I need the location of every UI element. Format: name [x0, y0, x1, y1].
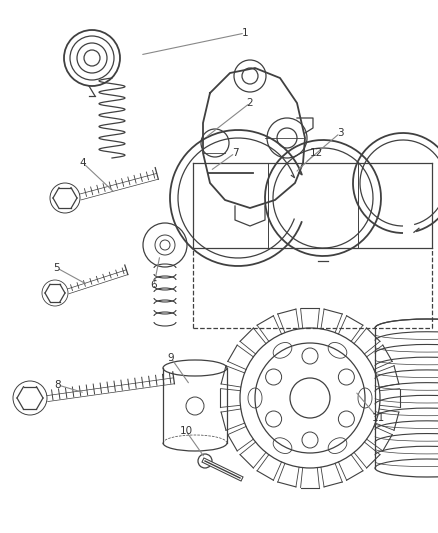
Text: 9: 9 [167, 353, 174, 363]
Text: 1: 1 [241, 28, 248, 38]
Text: 6: 6 [150, 280, 157, 290]
Text: 4: 4 [80, 158, 86, 168]
Text: 8: 8 [55, 380, 61, 390]
Text: 7: 7 [231, 148, 238, 158]
Text: 11: 11 [371, 413, 384, 423]
Text: 12: 12 [309, 148, 322, 158]
Text: 10: 10 [179, 426, 192, 436]
Text: 3: 3 [336, 128, 343, 138]
Text: 5: 5 [53, 263, 60, 273]
Text: 2: 2 [246, 98, 253, 108]
